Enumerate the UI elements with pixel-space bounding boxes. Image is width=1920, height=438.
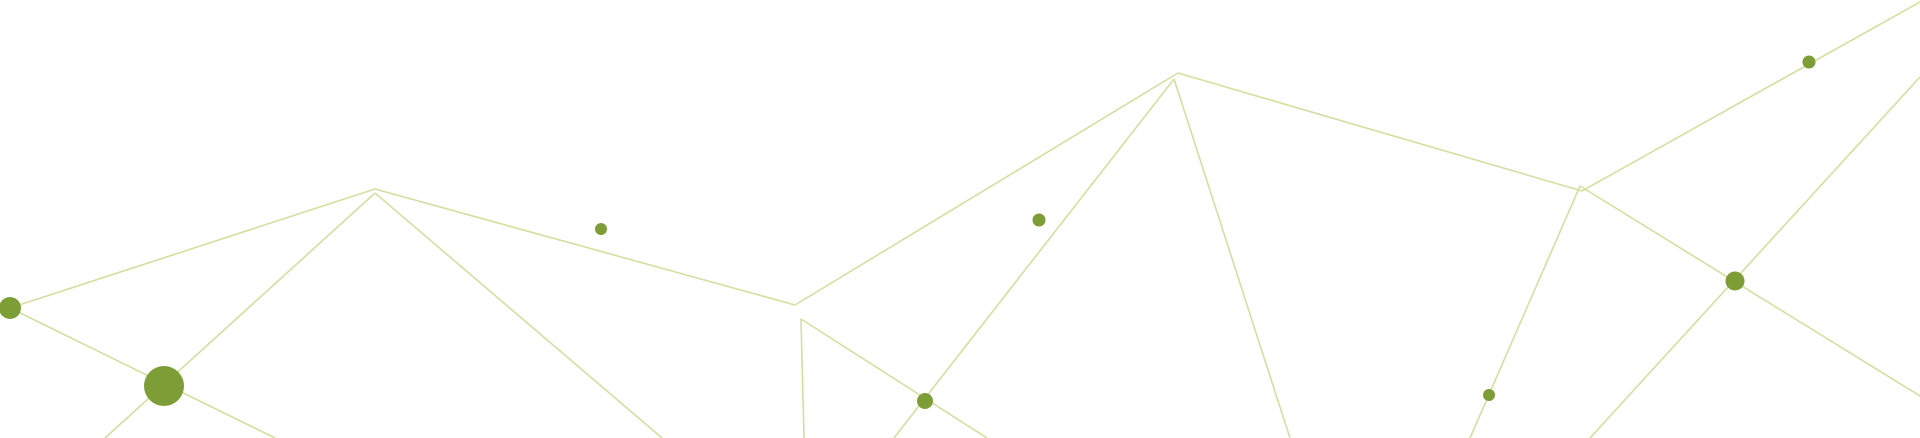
node — [1032, 213, 1046, 227]
node — [1725, 271, 1745, 291]
node — [144, 366, 184, 406]
node — [917, 393, 933, 409]
node — [595, 223, 607, 235]
line — [1581, 1, 1920, 192]
line — [794, 72, 1179, 306]
line — [1579, 185, 1920, 397]
line — [374, 188, 796, 306]
line — [9, 307, 276, 438]
node — [1802, 55, 1816, 69]
line — [800, 318, 988, 438]
line — [374, 192, 663, 438]
line — [800, 318, 805, 438]
node — [1483, 389, 1495, 401]
line — [9, 188, 376, 309]
connection-lines — [9, 1, 1920, 438]
line — [1177, 72, 1583, 192]
node — [0, 297, 21, 319]
line — [1173, 78, 1291, 438]
network-nodes — [0, 55, 1816, 409]
line — [893, 78, 1175, 438]
line — [1589, 76, 1920, 438]
